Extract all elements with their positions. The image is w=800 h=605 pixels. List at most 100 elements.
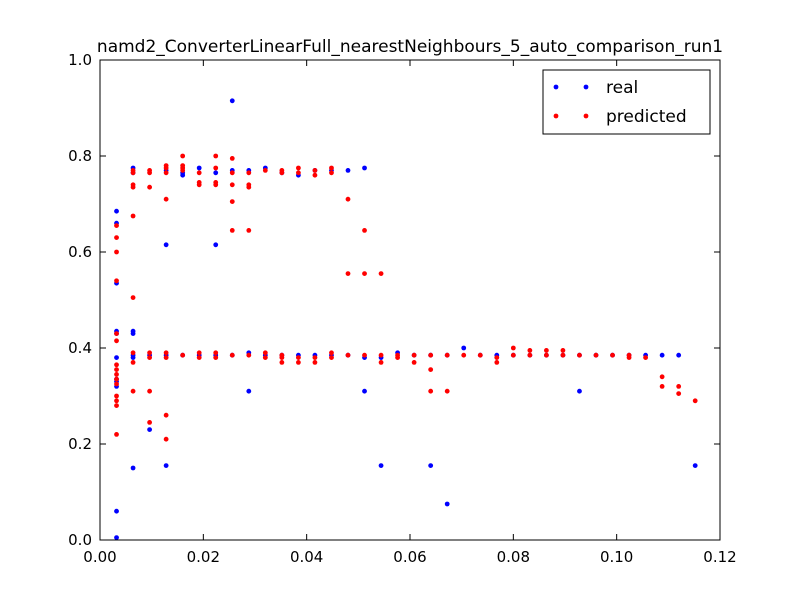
plot-area [100, 60, 720, 540]
real-point [114, 535, 119, 540]
predicted-point [345, 196, 351, 202]
x-tick-label: 0.02 [187, 548, 220, 566]
legend-real-marker [553, 84, 559, 90]
predicted-point [312, 172, 318, 178]
predicted-point [279, 360, 285, 365]
y-tick-label: 1.0 [68, 51, 92, 69]
predicted-point [296, 165, 301, 171]
predicted-point [428, 352, 434, 358]
legend-real-marker [583, 84, 589, 90]
predicted-point [147, 355, 153, 360]
y-axis: 0.0 0.2 0.4 0.6 0.8 1.0 [68, 51, 720, 549]
predicted-point [163, 436, 169, 442]
predicted-point [196, 180, 202, 185]
predicted-point [147, 184, 153, 190]
series-predicted [114, 153, 698, 442]
predicted-point [461, 352, 467, 358]
predicted-point [510, 352, 516, 358]
predicted-point [246, 228, 252, 233]
real-point [378, 463, 384, 468]
predicted-point [163, 350, 169, 356]
y-tick-label: 0.0 [68, 531, 92, 549]
legend-label-real: real [606, 78, 638, 98]
x-axis: 0.00 0.02 0.04 0.06 0.08 0.10 0.12 [83, 60, 737, 566]
predicted-point [329, 170, 334, 176]
predicted-point [147, 420, 153, 425]
predicted-point [180, 352, 186, 358]
predicted-point [527, 348, 533, 353]
predicted-point [213, 165, 219, 171]
predicted-point [114, 367, 119, 372]
predicted-point [229, 156, 235, 161]
predicted-point [114, 381, 119, 387]
predicted-point [593, 352, 599, 358]
predicted-point [626, 352, 632, 358]
x-tick-label: 0.04 [290, 548, 323, 566]
predicted-point [114, 398, 119, 404]
predicted-point [329, 350, 334, 356]
predicted-point [296, 360, 301, 365]
predicted-point [329, 355, 334, 360]
predicted-point [345, 352, 351, 358]
predicted-point [560, 348, 566, 353]
predicted-point [362, 271, 367, 276]
predicted-point [692, 398, 698, 404]
predicted-point [411, 360, 417, 365]
predicted-point [229, 182, 235, 188]
predicted-point [312, 168, 318, 173]
real-point [147, 427, 153, 432]
predicted-point [114, 249, 119, 255]
predicted-point [130, 360, 136, 365]
real-point [246, 388, 252, 394]
real-point [362, 165, 367, 171]
x-tick-label: 0.12 [703, 548, 736, 566]
x-tick-label: 0.00 [83, 548, 116, 566]
real-point [362, 388, 367, 394]
real-point [577, 388, 582, 394]
predicted-point [213, 355, 219, 360]
legend-predicted-marker [553, 113, 559, 119]
predicted-point [229, 199, 235, 205]
predicted-point [610, 352, 615, 358]
predicted-point [130, 388, 136, 394]
predicted-point [213, 153, 219, 159]
predicted-point [147, 168, 153, 173]
predicted-point [147, 350, 153, 356]
y-tick-label: 0.2 [68, 435, 92, 453]
real-point [163, 463, 169, 468]
predicted-point [163, 170, 169, 176]
predicted-point [114, 331, 119, 336]
predicted-point [130, 295, 136, 300]
predicted-point [477, 352, 483, 358]
predicted-point [428, 388, 434, 394]
predicted-point [444, 352, 450, 358]
predicted-point [114, 372, 119, 377]
predicted-point [494, 360, 500, 365]
predicted-point [130, 213, 136, 219]
x-tick-label: 0.06 [393, 548, 426, 566]
y-tick-label: 0.4 [68, 339, 92, 357]
predicted-point [279, 352, 285, 358]
predicted-point [114, 432, 119, 437]
predicted-point [229, 170, 235, 176]
predicted-point [163, 196, 169, 202]
y-tick-label: 0.6 [68, 243, 92, 261]
predicted-point [262, 168, 268, 173]
real-point [213, 242, 219, 248]
predicted-point [130, 350, 136, 356]
real-point [692, 463, 698, 468]
real-point [114, 208, 119, 214]
predicted-point [659, 374, 665, 380]
predicted-point [296, 355, 301, 360]
real-point [114, 355, 119, 360]
real-point [196, 165, 202, 171]
predicted-point [510, 345, 516, 351]
predicted-point [362, 352, 367, 358]
predicted-point [544, 352, 549, 358]
real-point [444, 501, 450, 507]
predicted-point [114, 403, 119, 408]
predicted-point [114, 338, 119, 344]
predicted-point [411, 352, 417, 358]
predicted-point [312, 360, 318, 365]
